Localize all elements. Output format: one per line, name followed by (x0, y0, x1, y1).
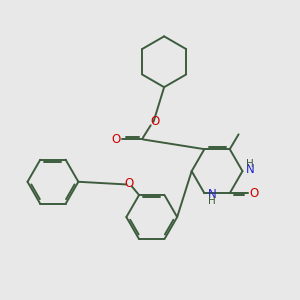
Text: H: H (208, 196, 216, 206)
Text: O: O (111, 133, 120, 146)
Text: N: N (246, 163, 255, 176)
Text: H: H (246, 159, 254, 169)
Text: O: O (124, 177, 134, 190)
Text: O: O (250, 187, 259, 200)
Text: N: N (208, 188, 217, 201)
Text: O: O (150, 115, 159, 128)
